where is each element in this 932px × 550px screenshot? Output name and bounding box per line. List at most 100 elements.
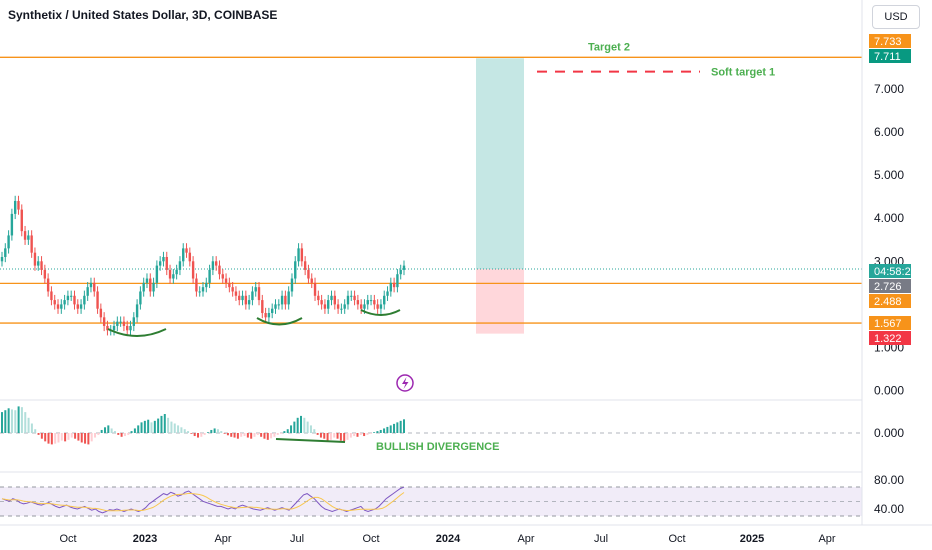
macd-bar [203,433,206,435]
bottom-arc [256,317,303,326]
candle-body [195,278,198,292]
macd-bar [369,433,372,434]
candle-body [359,304,363,309]
candle-body [284,295,287,305]
macd-bar [346,433,349,440]
candle-body [86,287,89,296]
candle-body [185,248,188,253]
macd-bar [40,433,43,439]
macd-bar [396,422,399,433]
macd-bar [37,433,40,435]
candle-body [317,295,320,301]
macd-bar [4,410,7,433]
price-label: 7.711 [874,51,901,63]
macd-bar [180,427,183,433]
macd-bar [393,423,396,433]
macd-bar [206,432,209,433]
macd-bar [130,431,133,433]
candle-body [182,248,185,262]
macd-bar [80,433,83,443]
macd-bar [187,431,190,433]
candle-body [277,304,280,306]
candle-body [238,295,241,301]
candle-body [379,304,383,309]
candle-body [392,282,396,288]
y-tick-label: 6.000 [874,125,904,139]
candle-body [132,317,136,326]
candle-body [155,265,159,283]
candle-body [333,295,337,305]
macd-bar [366,433,369,435]
candle-body [152,282,155,292]
macd-bar [333,433,336,438]
candle-body [33,252,37,266]
macd-bar [233,433,236,438]
candle-body [30,235,33,253]
macd-bar [143,420,146,433]
macd-bar [50,433,53,445]
candle-body [290,278,294,292]
macd-bar [389,425,392,433]
macd-bar [157,418,160,433]
macd-bar [213,428,216,433]
candle-body [261,300,264,314]
candle-body [396,274,399,288]
macd-bar [386,426,389,433]
x-tick-label: Apr [517,533,534,545]
candle-body [142,282,145,292]
macd-bar [296,417,299,433]
price-label: 04:58:25 [874,266,917,278]
macd-bar [323,433,326,439]
macd-bar [17,406,20,433]
macd-bar [170,421,173,433]
x-tick-label: 2023 [133,533,157,545]
candle-body [214,261,218,266]
profit-zone [476,58,524,270]
macd-bar [253,433,256,437]
macd-bar [87,433,90,445]
lightning-bolt-icon [402,377,409,389]
macd-bar [30,423,33,433]
x-tick-label: Jul [594,533,608,545]
macd-bar [77,433,80,441]
x-tick-label: Apr [214,533,231,545]
candle-body [254,287,257,292]
macd-bar [113,431,116,433]
macd-tick-label: 0.000 [874,426,904,440]
macd-bar [236,433,239,439]
candle-body [366,300,369,305]
currency-selector[interactable]: USD [872,5,920,29]
macd-bar [64,433,67,442]
macd-bar [220,431,223,433]
macd-bar [263,433,266,439]
macd-bar [379,429,382,433]
rsi-tick-label: 40.00 [874,502,904,516]
rsi-ma-line [1,492,405,512]
macd-bar [127,433,130,435]
candle-body [83,295,86,305]
candle-body [93,282,96,292]
macd-bar [137,425,140,433]
candle-body [53,300,56,305]
candle-body [280,295,284,305]
macd-bar [160,415,163,433]
macd-bar [47,433,50,444]
candle-body [257,287,261,301]
candle-body [340,308,343,310]
price-label-bg [869,264,911,278]
candle-body [205,282,208,288]
candle-body [7,235,10,249]
candle-body [43,269,47,279]
candle-body [241,295,244,301]
candle-body [96,291,99,309]
y-tick-label: 7.000 [874,82,904,96]
candle-body [20,209,23,232]
macd-bar [270,433,273,439]
candle-body [50,291,53,301]
bottom-arc [360,309,401,316]
macd-bar [336,433,339,439]
candle-body [145,278,149,283]
macd-bar [20,407,23,433]
